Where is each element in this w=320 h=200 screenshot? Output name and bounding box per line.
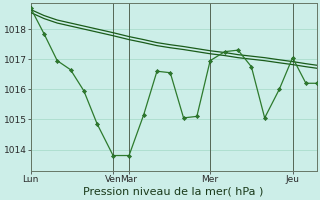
X-axis label: Pression niveau de la mer( hPa ): Pression niveau de la mer( hPa )	[84, 187, 264, 197]
